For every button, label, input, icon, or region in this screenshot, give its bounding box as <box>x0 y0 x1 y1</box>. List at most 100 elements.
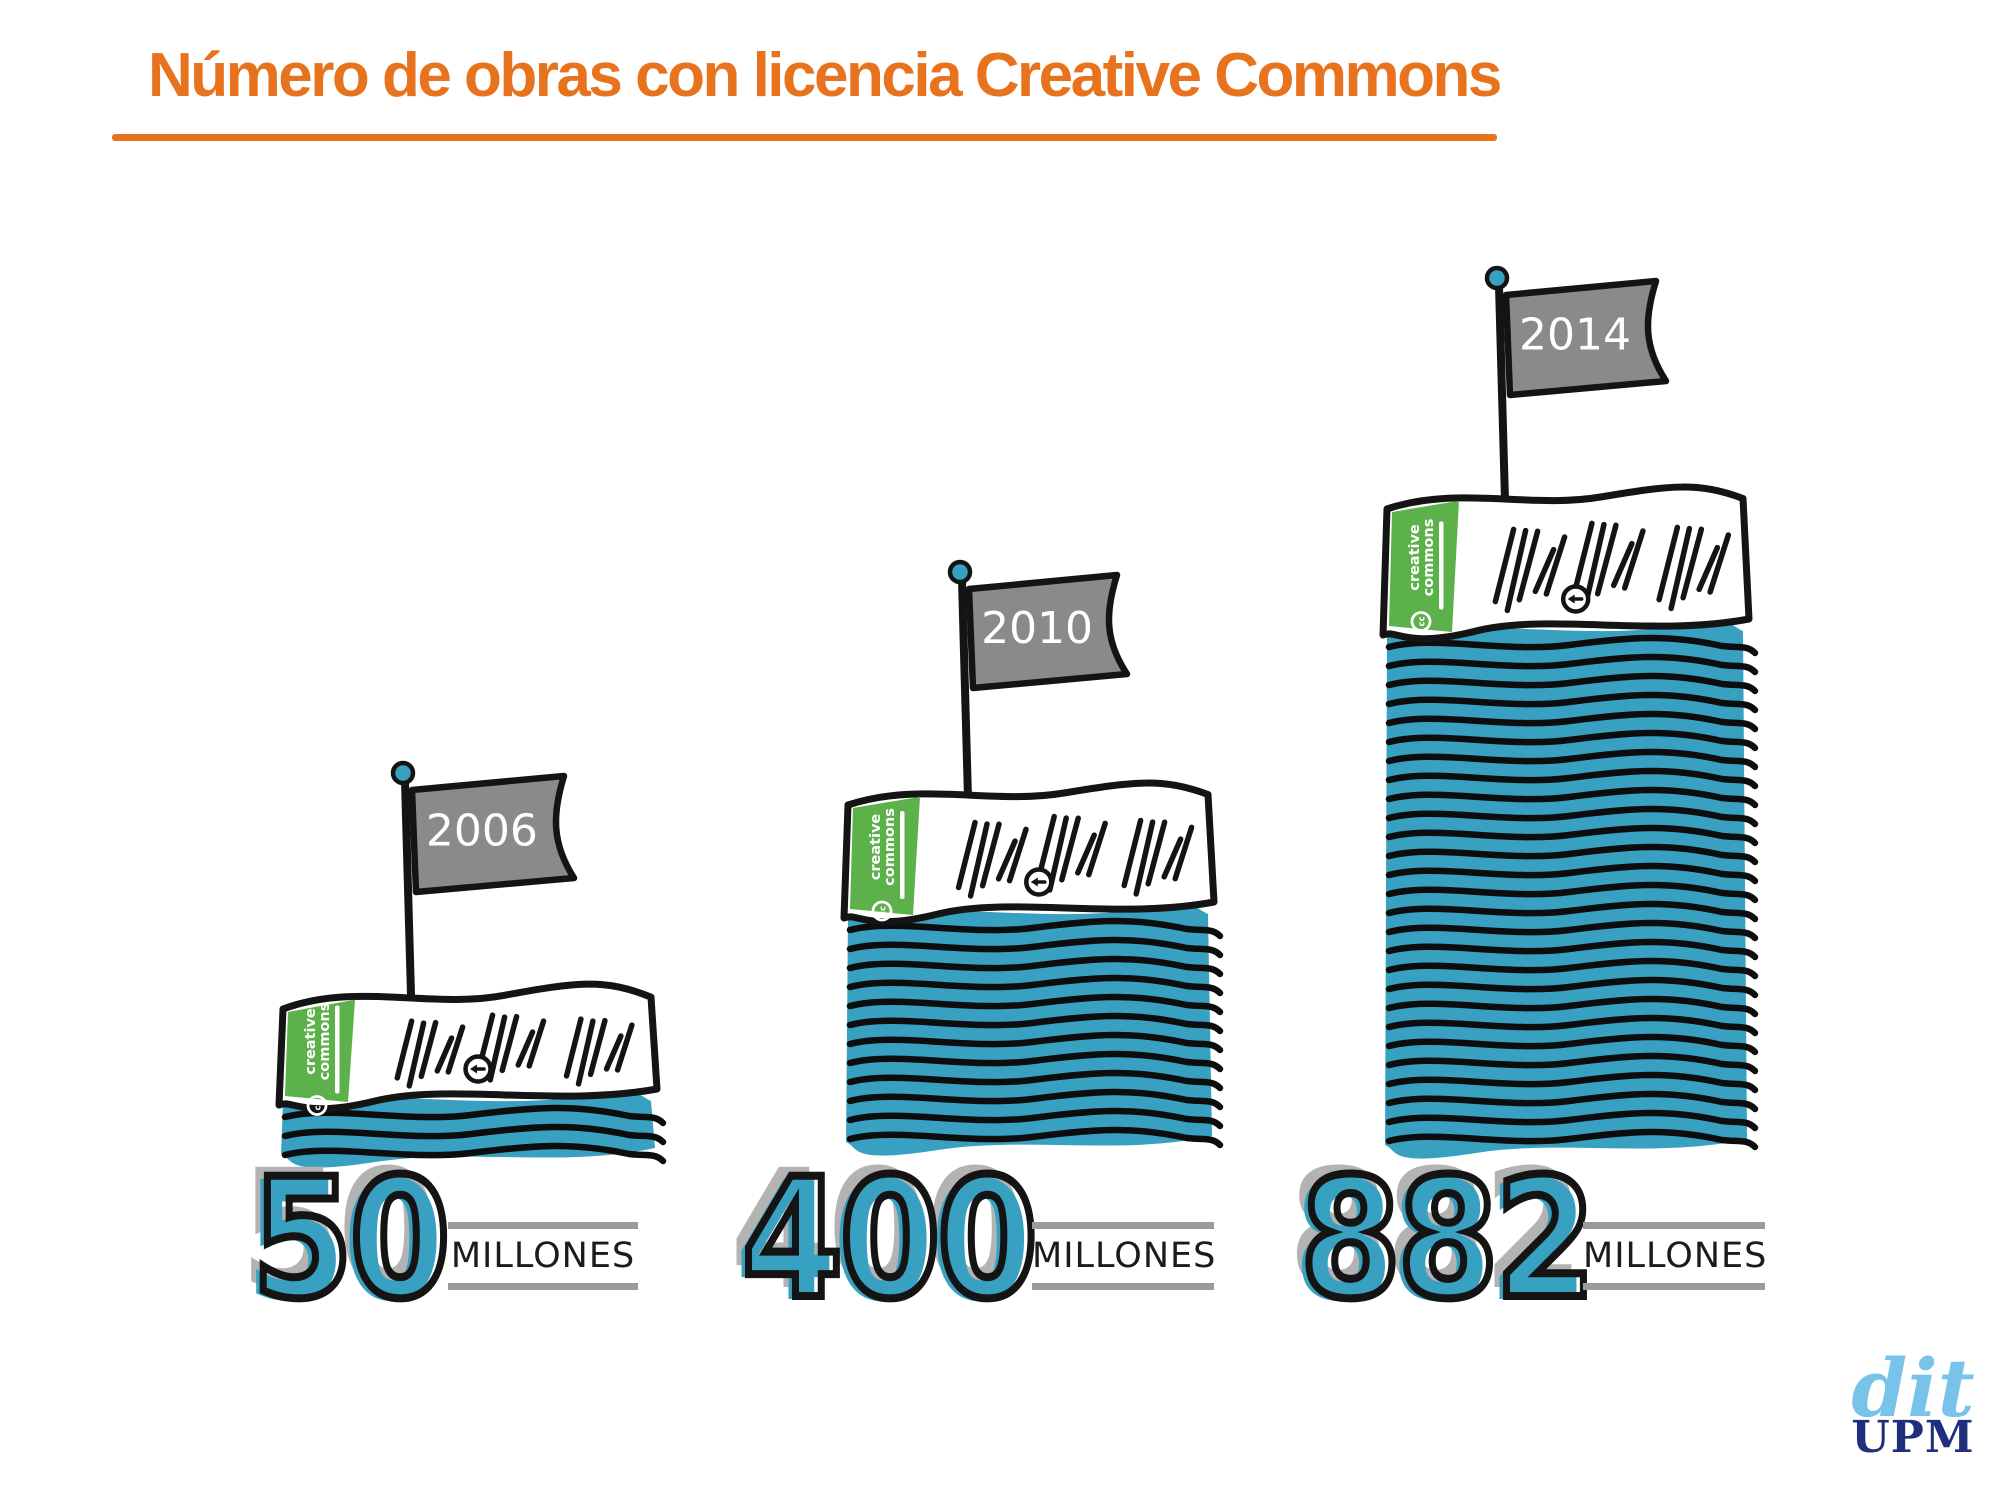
stack-stripe <box>1385 1052 1759 1075</box>
title-underline <box>112 134 1497 141</box>
value-2010-ghost: 400 <box>730 1134 1026 1326</box>
stack-stripe <box>846 993 1224 1016</box>
cc-label-text-group: creativecommons cc <box>1407 519 1444 632</box>
value-2010-outline: 400 <box>738 1143 1041 1335</box>
stack-stripe <box>1385 805 1759 828</box>
stack-stripe <box>1385 919 1759 942</box>
stack-group-2006: 2006 creativecommons cc <box>275 760 667 1168</box>
year-flag <box>1502 277 1670 399</box>
stack-stripe <box>1385 862 1759 885</box>
stack-stripe <box>1385 957 1759 980</box>
stack-stripe <box>1385 843 1759 866</box>
logo-dit-text: dit <box>1851 1341 1975 1435</box>
rule-top <box>1583 1222 1765 1229</box>
cc-badge-icon <box>306 1095 328 1116</box>
stack-stripe <box>846 1012 1224 1035</box>
flag-pin-ball <box>390 760 416 786</box>
cc-label-rule <box>1439 521 1444 610</box>
flag-year-label: 2014 <box>1519 309 1631 360</box>
stack-stripe <box>1385 1071 1759 1094</box>
unit-text: MILLONES <box>450 1236 636 1276</box>
year-flag <box>408 772 578 896</box>
value-2006-ghost: 50 <box>240 1134 439 1326</box>
rule-bottom <box>448 1283 638 1291</box>
cc-label-line1: creative <box>303 1008 319 1075</box>
flag-pole <box>401 777 415 999</box>
unit-label-2014: MILLONES <box>1583 1222 1768 1291</box>
stack-stripe <box>846 1031 1224 1054</box>
stack-stripe <box>1385 1090 1759 1113</box>
stack-stripe <box>846 974 1224 997</box>
value-label-2014: 882 882 882 <box>1288 1143 1620 1337</box>
stack-stripe <box>1385 653 1759 676</box>
unit-text: MILLONES <box>1032 1236 1217 1276</box>
cc-label-text: creativecommons <box>1407 519 1437 597</box>
icon-arrow-head <box>1030 877 1038 887</box>
stack-stripe <box>846 936 1224 959</box>
stack-stripe <box>1385 900 1759 923</box>
value-label-2010: 400 400 400 <box>730 1143 1062 1337</box>
logo-upm-text: UPM <box>1851 1412 1975 1463</box>
stack-group-2010: 2010 creativecommons cc <box>840 559 1224 1156</box>
stack-stripe <box>846 1069 1224 1092</box>
stack-stripe <box>1385 672 1759 695</box>
icon-arrow-head <box>1567 594 1575 604</box>
stack-stripe <box>1385 976 1759 999</box>
stack-stripe <box>1385 1033 1759 1056</box>
cc-badge-text: cc <box>879 906 889 916</box>
flag-pin-ball <box>1484 265 1510 291</box>
stack-stripe <box>281 1104 667 1127</box>
unit-label-2006: MILLONES <box>448 1222 638 1291</box>
value-2014-outline: 882 <box>1296 1143 1599 1335</box>
year-flag <box>965 571 1131 692</box>
top-paper-sheet <box>840 779 1218 926</box>
stack-stripe <box>1385 634 1759 657</box>
flag-year-label: 2010 <box>981 603 1093 654</box>
rule-top <box>1032 1222 1214 1229</box>
stack-stripe <box>846 955 1224 978</box>
unit-label-2010: MILLONES <box>1032 1222 1217 1291</box>
unit-text: MILLONES <box>1583 1236 1768 1276</box>
page-title: Número de obras con licencia Creative Co… <box>148 41 1502 110</box>
flag-year-label: 2006 <box>426 806 538 857</box>
stack-group-2014: 2014 creativecommons cc <box>1379 265 1759 1159</box>
cc-label-line1: creative <box>868 814 884 881</box>
stack-stripe <box>846 1107 1224 1130</box>
stack-stripe <box>1385 995 1759 1018</box>
cc-label-line2: commons <box>317 1003 333 1081</box>
stack-stripe <box>846 1050 1224 1073</box>
flag-pole <box>958 576 972 802</box>
stack-stripe <box>1385 1128 1759 1151</box>
cc-badge-icon <box>1410 611 1432 632</box>
stack-stripe <box>1385 1014 1759 1037</box>
cc-label-text-group: creativecommons cc <box>868 808 905 922</box>
cc-label-text-group: creativecommons cc <box>303 1003 340 1116</box>
value-2006-fill: 50 <box>245 1146 444 1338</box>
cc-label-rule <box>335 1005 340 1094</box>
stack-stripe <box>846 917 1224 940</box>
stack-stripe <box>846 1088 1224 1111</box>
value-2006-outline: 50 <box>248 1143 454 1335</box>
stack-stripe <box>1385 881 1759 904</box>
stack-stripe <box>846 1126 1224 1149</box>
cc-badge-text: cc <box>1418 616 1428 626</box>
cc-label-text: creativecommons <box>868 808 898 886</box>
stack-stripe <box>1385 729 1759 752</box>
top-paper-sheet <box>275 980 661 1113</box>
stack-stripe <box>1385 710 1759 733</box>
value-2010-fill: 400 <box>735 1146 1031 1338</box>
flag-pole <box>1495 282 1509 504</box>
cc-badge-icon <box>871 900 893 922</box>
dit-upm-logo: dit UPM <box>1838 1348 1988 1460</box>
stack-stripe <box>1385 748 1759 771</box>
cc-label-line2: commons <box>1421 519 1437 597</box>
stack-stripe <box>1385 824 1759 847</box>
value-label-2006: 50 50 50 <box>240 1143 572 1337</box>
cc-badge-text: cc <box>314 1100 324 1110</box>
stack-stripe <box>281 1123 667 1146</box>
cc-label-line1: creative <box>1407 524 1423 591</box>
flag-pin-ball <box>947 559 973 585</box>
rule-bottom <box>1032 1283 1214 1291</box>
